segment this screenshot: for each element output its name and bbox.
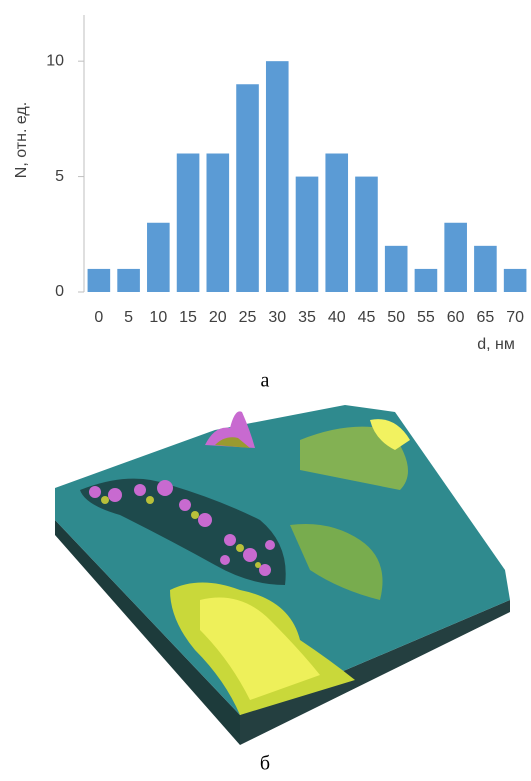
bar [117, 268, 140, 292]
y-axis-label: N, отн. ед. [13, 102, 30, 178]
bar [355, 176, 378, 292]
bar [236, 84, 259, 292]
x-tick-label: 35 [298, 309, 316, 326]
y-tick-label: 0 [55, 283, 64, 300]
y-tick-label: 5 [55, 168, 64, 185]
bar [176, 153, 200, 292]
x-tick-label: 25 [239, 309, 257, 326]
x-tick-label: 65 [477, 309, 495, 326]
bar [414, 268, 438, 292]
bar [503, 268, 527, 292]
x-tick-label: 60 [447, 309, 465, 326]
bar [295, 176, 319, 292]
bar [206, 153, 230, 292]
bar [325, 153, 349, 292]
caption: а [261, 370, 270, 392]
x-tick-label: 70 [506, 309, 524, 326]
bar [384, 245, 408, 292]
y-tick-label: 10 [46, 52, 64, 69]
bar [265, 61, 289, 292]
bar [474, 245, 497, 292]
x-tick-label: 50 [387, 309, 405, 326]
bar [147, 222, 170, 292]
caption: б [260, 753, 270, 775]
x-tick-label: 15 [179, 309, 197, 326]
bar [444, 222, 467, 292]
afm-image [55, 405, 510, 745]
x-tick-label: 10 [149, 309, 167, 326]
x-axis-label: d, нм [477, 336, 515, 353]
x-tick-label: 30 [268, 309, 286, 326]
x-tick-label: 0 [94, 309, 103, 326]
x-tick-label: 55 [417, 309, 435, 326]
x-tick-label: 5 [124, 309, 133, 326]
bar [87, 268, 111, 292]
x-tick-label: 40 [328, 309, 346, 326]
x-tick-label: 45 [358, 309, 376, 326]
x-tick-label: 20 [209, 309, 227, 326]
